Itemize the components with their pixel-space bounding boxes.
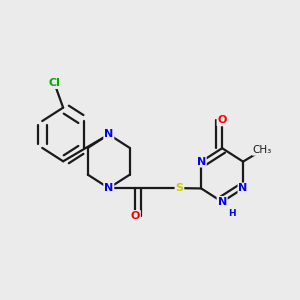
Text: CH₃: CH₃: [253, 145, 272, 155]
Text: O: O: [130, 211, 140, 221]
Text: N: N: [218, 197, 227, 207]
Text: N: N: [104, 130, 113, 140]
Text: Cl: Cl: [48, 78, 60, 88]
Text: H: H: [229, 209, 236, 218]
Text: O: O: [218, 116, 227, 125]
Text: N: N: [238, 183, 248, 194]
Text: N: N: [196, 157, 206, 166]
Text: N: N: [104, 183, 113, 193]
Text: S: S: [176, 183, 183, 193]
